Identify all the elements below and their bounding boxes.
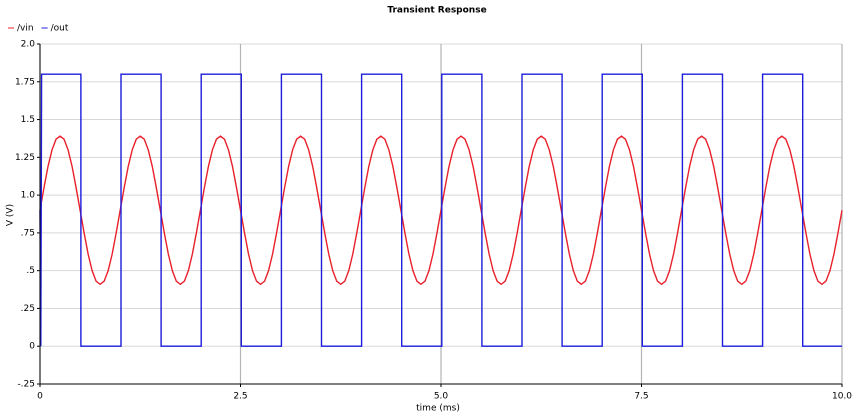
x-tick-label: 7.5 <box>634 392 648 402</box>
y-tick-label: 1.0 <box>21 191 36 201</box>
plot-lines <box>39 73 843 347</box>
x-tick-label: 5.0 <box>434 392 449 402</box>
y-tick-label: 0 <box>29 342 35 352</box>
y-tick-label: 2.0 <box>21 40 36 50</box>
legend: /vin/out <box>8 24 69 34</box>
y-tick-label: -.25 <box>17 380 35 390</box>
y-tick-label: 1.5 <box>21 115 35 125</box>
series-line <box>39 135 843 286</box>
legend-label: /vin <box>17 24 34 34</box>
legend-label: /out <box>51 24 69 34</box>
chart-title: Transient Response <box>387 6 486 16</box>
y-tick-label: .25 <box>21 304 35 314</box>
y-tick-label: .5 <box>26 266 35 276</box>
grid: 2.01.751.51.251.0.75.5.250-.250 2.5 5.0 7.5… <box>15 40 852 402</box>
y-tick-label: 1.75 <box>15 77 35 87</box>
x-tick-label: 10.0 <box>832 392 852 402</box>
x-tick-label: 2.5 <box>233 392 247 402</box>
x-axis-title: time (ms) <box>416 404 460 414</box>
x-tick-label: 0 <box>37 392 43 402</box>
y-axis-title: V (V) <box>6 204 16 226</box>
series-line <box>39 73 842 347</box>
y-tick-label: .75 <box>21 228 35 238</box>
y-tick-label: 1.25 <box>15 153 35 163</box>
